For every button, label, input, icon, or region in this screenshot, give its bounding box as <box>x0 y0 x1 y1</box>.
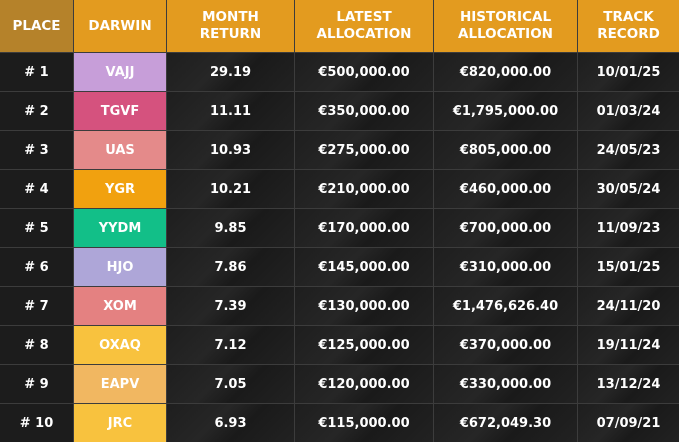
header-month-return: MONTH RETURN <box>167 0 294 52</box>
place-cell: # 8 <box>0 326 73 364</box>
latest-allocation-cell: €145,000.00 <box>295 248 433 286</box>
track-record-cell: 11/09/23 <box>578 209 679 247</box>
historical-allocation-cell: €805,000.00 <box>434 131 577 169</box>
track-record-cell: 07/09/21 <box>578 404 679 442</box>
latest-allocation-cell: €115,000.00 <box>295 404 433 442</box>
place-cell: # 10 <box>0 404 73 442</box>
header-darwin: DARWIN <box>74 0 166 52</box>
month-return-cell: 7.39 <box>167 287 294 325</box>
month-return-cell: 7.86 <box>167 248 294 286</box>
darwin-cell: TGVF <box>74 92 166 130</box>
historical-allocation-cell: €460,000.00 <box>434 170 577 208</box>
darwin-cell: YGR <box>74 170 166 208</box>
track-record-cell: 01/03/24 <box>578 92 679 130</box>
track-record-cell: 30/05/24 <box>578 170 679 208</box>
historical-allocation-cell: €1,476,626.40 <box>434 287 577 325</box>
place-cell: # 4 <box>0 170 73 208</box>
darwin-cell: EAPV <box>74 365 166 403</box>
darwin-cell: UAS <box>74 131 166 169</box>
latest-allocation-cell: €170,000.00 <box>295 209 433 247</box>
month-return-cell: 11.11 <box>167 92 294 130</box>
latest-allocation-cell: €120,000.00 <box>295 365 433 403</box>
track-record-cell: 24/11/20 <box>578 287 679 325</box>
month-return-cell: 7.12 <box>167 326 294 364</box>
header-track-record: TRACK RECORD <box>578 0 679 52</box>
latest-allocation-cell: €350,000.00 <box>295 92 433 130</box>
place-cell: # 2 <box>0 92 73 130</box>
place-cell: # 3 <box>0 131 73 169</box>
darwin-cell: XOM <box>74 287 166 325</box>
month-return-cell: 7.05 <box>167 365 294 403</box>
historical-allocation-cell: €700,000.00 <box>434 209 577 247</box>
month-return-cell: 29.19 <box>167 53 294 91</box>
header-historical-allocation: HISTORICAL ALLOCATION <box>434 0 577 52</box>
place-cell: # 6 <box>0 248 73 286</box>
track-record-cell: 24/05/23 <box>578 131 679 169</box>
latest-allocation-cell: €125,000.00 <box>295 326 433 364</box>
track-record-cell: 15/01/25 <box>578 248 679 286</box>
place-cell: # 7 <box>0 287 73 325</box>
place-cell: # 5 <box>0 209 73 247</box>
header-latest-allocation: LATEST ALLOCATION <box>295 0 433 52</box>
track-record-cell: 19/11/24 <box>578 326 679 364</box>
latest-allocation-cell: €130,000.00 <box>295 287 433 325</box>
historical-allocation-cell: €1,795,000.00 <box>434 92 577 130</box>
historical-allocation-cell: €370,000.00 <box>434 326 577 364</box>
month-return-cell: 10.21 <box>167 170 294 208</box>
historical-allocation-cell: €820,000.00 <box>434 53 577 91</box>
header-place: PLACE <box>0 0 73 52</box>
track-record-cell: 13/12/24 <box>578 365 679 403</box>
month-return-cell: 10.93 <box>167 131 294 169</box>
latest-allocation-cell: €210,000.00 <box>295 170 433 208</box>
latest-allocation-cell: €275,000.00 <box>295 131 433 169</box>
darwin-cell: YYDM <box>74 209 166 247</box>
darwin-cell: VAJJ <box>74 53 166 91</box>
darwin-cell: HJO <box>74 248 166 286</box>
place-cell: # 1 <box>0 53 73 91</box>
historical-allocation-cell: €310,000.00 <box>434 248 577 286</box>
darwin-cell: JRC <box>74 404 166 442</box>
month-return-cell: 9.85 <box>167 209 294 247</box>
track-record-cell: 10/01/25 <box>578 53 679 91</box>
month-return-cell: 6.93 <box>167 404 294 442</box>
historical-allocation-cell: €672,049.30 <box>434 404 577 442</box>
place-cell: # 9 <box>0 365 73 403</box>
darwin-cell: OXAQ <box>74 326 166 364</box>
latest-allocation-cell: €500,000.00 <box>295 53 433 91</box>
historical-allocation-cell: €330,000.00 <box>434 365 577 403</box>
